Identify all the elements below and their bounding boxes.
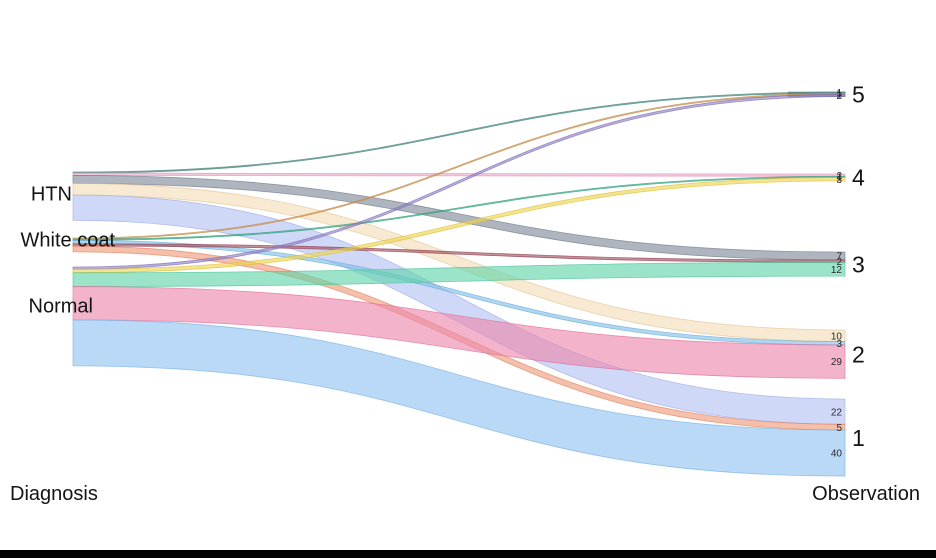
node-label-1: 1 [852,425,865,451]
flow-value-White-coat-5: 1 [836,89,842,100]
flow-Normal-to-3 [72,261,846,287]
flow-Normal-to-2 [72,286,846,379]
flow-value-White-coat-2: 3 [836,339,842,350]
flow-value-HTN-5: 1 [836,88,842,99]
flow-value-HTN-2: 10 [831,331,843,342]
flow-Normal-to-4 [72,177,846,274]
flow-HTN-to-4 [72,172,846,177]
node-label-2: 2 [852,341,865,367]
left-axis-title: Diagnosis [10,483,98,505]
node-label-4: 4 [852,165,865,191]
stratum-label-htn: HTN [30,183,72,206]
flow-value-Normal-3: 12 [831,265,843,276]
right-axis-title: Observation [812,483,920,505]
flow-value-Normal-4: 3 [836,175,842,186]
flow-Normal-to-1 [72,319,846,477]
flow-value-White-coat-3: 2 [836,257,842,268]
stratum-label-white-coat: White coat [20,229,115,252]
stratum-label-normal: Normal [28,295,93,318]
node-label-5: 5 [852,82,865,108]
node-label-3: 3 [852,251,865,277]
flow-value-White-coat-4: 1 [836,172,842,183]
window-bottom-bar [0,550,936,558]
flow-value-HTN-3: 7 [836,252,842,263]
flow-HTN-to-5 [72,91,846,174]
flow-value-Normal-5: 2 [836,91,842,102]
flow-Normal-to-5 [72,93,846,270]
flow-value-Normal-1: 40 [831,449,843,460]
flow-value-White-coat-1: 5 [836,423,842,434]
flow-value-HTN-1: 22 [831,407,843,418]
flow-value-Normal-2: 29 [831,357,843,368]
flow-value-HTN-4: 2 [836,171,842,182]
